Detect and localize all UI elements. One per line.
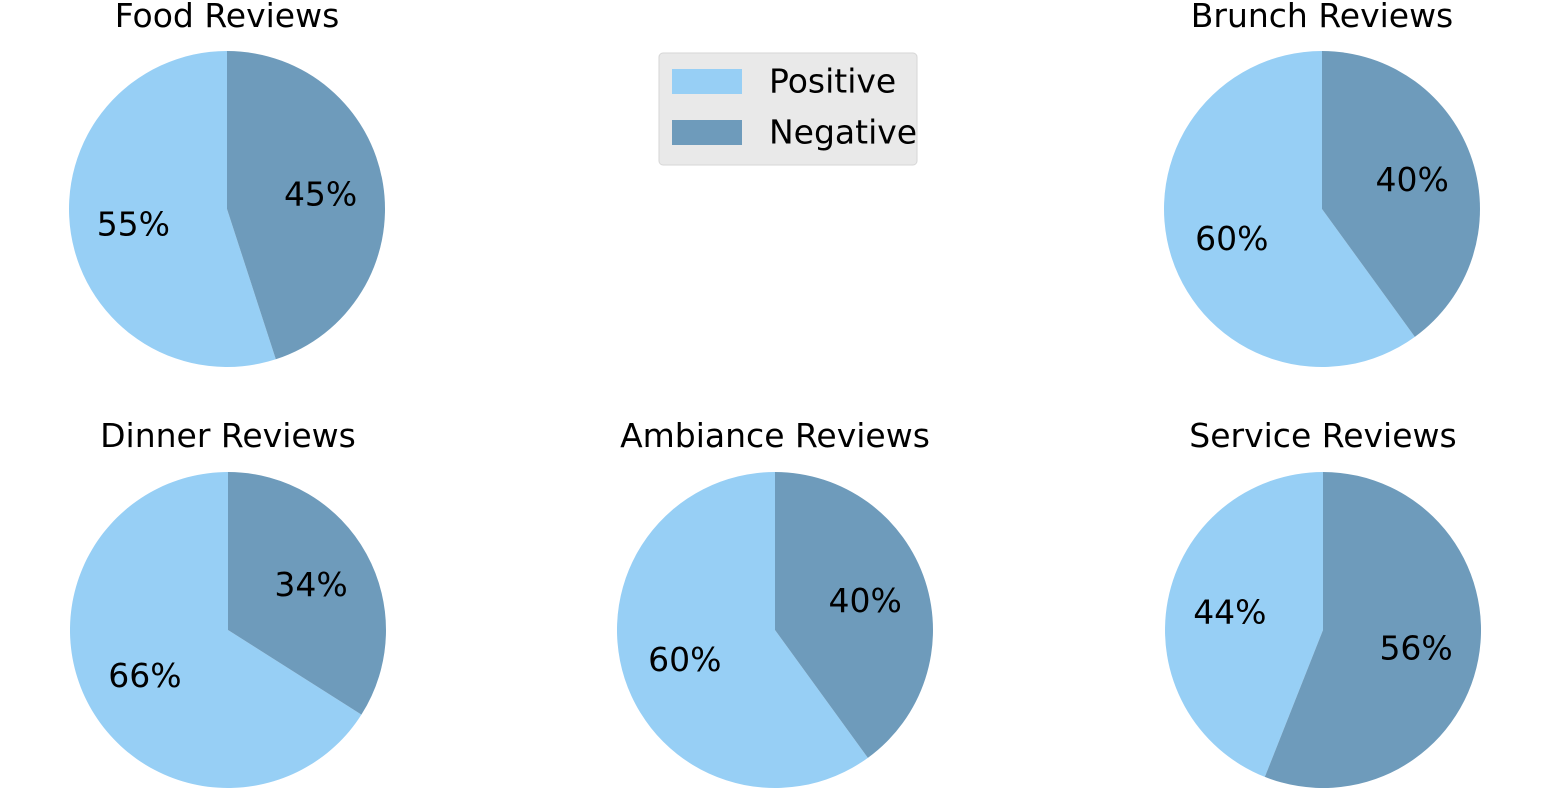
dinner-reviews-slice-positive [69,472,362,788]
service-reviews-title: Service Reviews [1189,416,1456,455]
food-reviews-pie: Food Reviews 55% 45% [69,0,386,367]
brunch-reviews-title: Brunch Reviews [1191,0,1454,35]
food-reviews-title: Food Reviews [115,0,340,35]
service-reviews-label-negative: 56% [1379,628,1452,667]
brunch-reviews-label-positive: 60% [1195,219,1268,258]
ambiance-reviews-slice-negative [775,472,933,758]
ambiance-reviews-label-negative: 40% [828,581,901,620]
brunch-reviews-pie: Brunch Reviews 60% 40% [1163,0,1480,367]
brunch-reviews-slice-negative [1322,51,1480,337]
dinner-reviews-slice-negative [228,472,386,715]
ambiance-reviews-label-positive: 60% [648,640,721,679]
pies-layer: Food Reviews 55% 45% Brunch Reviews 60% 40% Di… [69,0,1482,788]
dinner-reviews-label-positive: 66% [108,656,181,695]
legend-swatch-positive [672,69,742,94]
brunch-reviews-label-negative: 40% [1375,160,1448,199]
brunch-reviews-slice-positive [1163,51,1415,367]
service-reviews-slice-positive [1165,472,1323,777]
ambiance-reviews-slice-positive [616,472,868,788]
food-reviews-slice-positive [69,51,276,367]
food-reviews-slice-negative [227,50,386,360]
legend-label-negative: Negative [769,113,917,152]
food-reviews-label-positive: 55% [97,204,170,243]
ambiance-reviews-pie: Ambiance Reviews 60% 40% [616,416,933,788]
chart-legend: Positive Negative [658,52,918,166]
service-reviews-label-positive: 44% [1193,593,1266,632]
service-reviews-slice-negative [1264,472,1482,788]
dinner-reviews-pie: Dinner Reviews 66% 34% [69,416,386,788]
dinner-reviews-title: Dinner Reviews [100,416,356,455]
ambiance-reviews-title: Ambiance Reviews [620,416,930,455]
dinner-reviews-label-negative: 34% [274,565,347,604]
service-reviews-pie: Service Reviews 44% 56% [1165,416,1482,788]
legend-swatch-negative [672,120,742,145]
food-reviews-label-negative: 45% [284,175,357,214]
legend-label-positive: Positive [769,62,896,101]
